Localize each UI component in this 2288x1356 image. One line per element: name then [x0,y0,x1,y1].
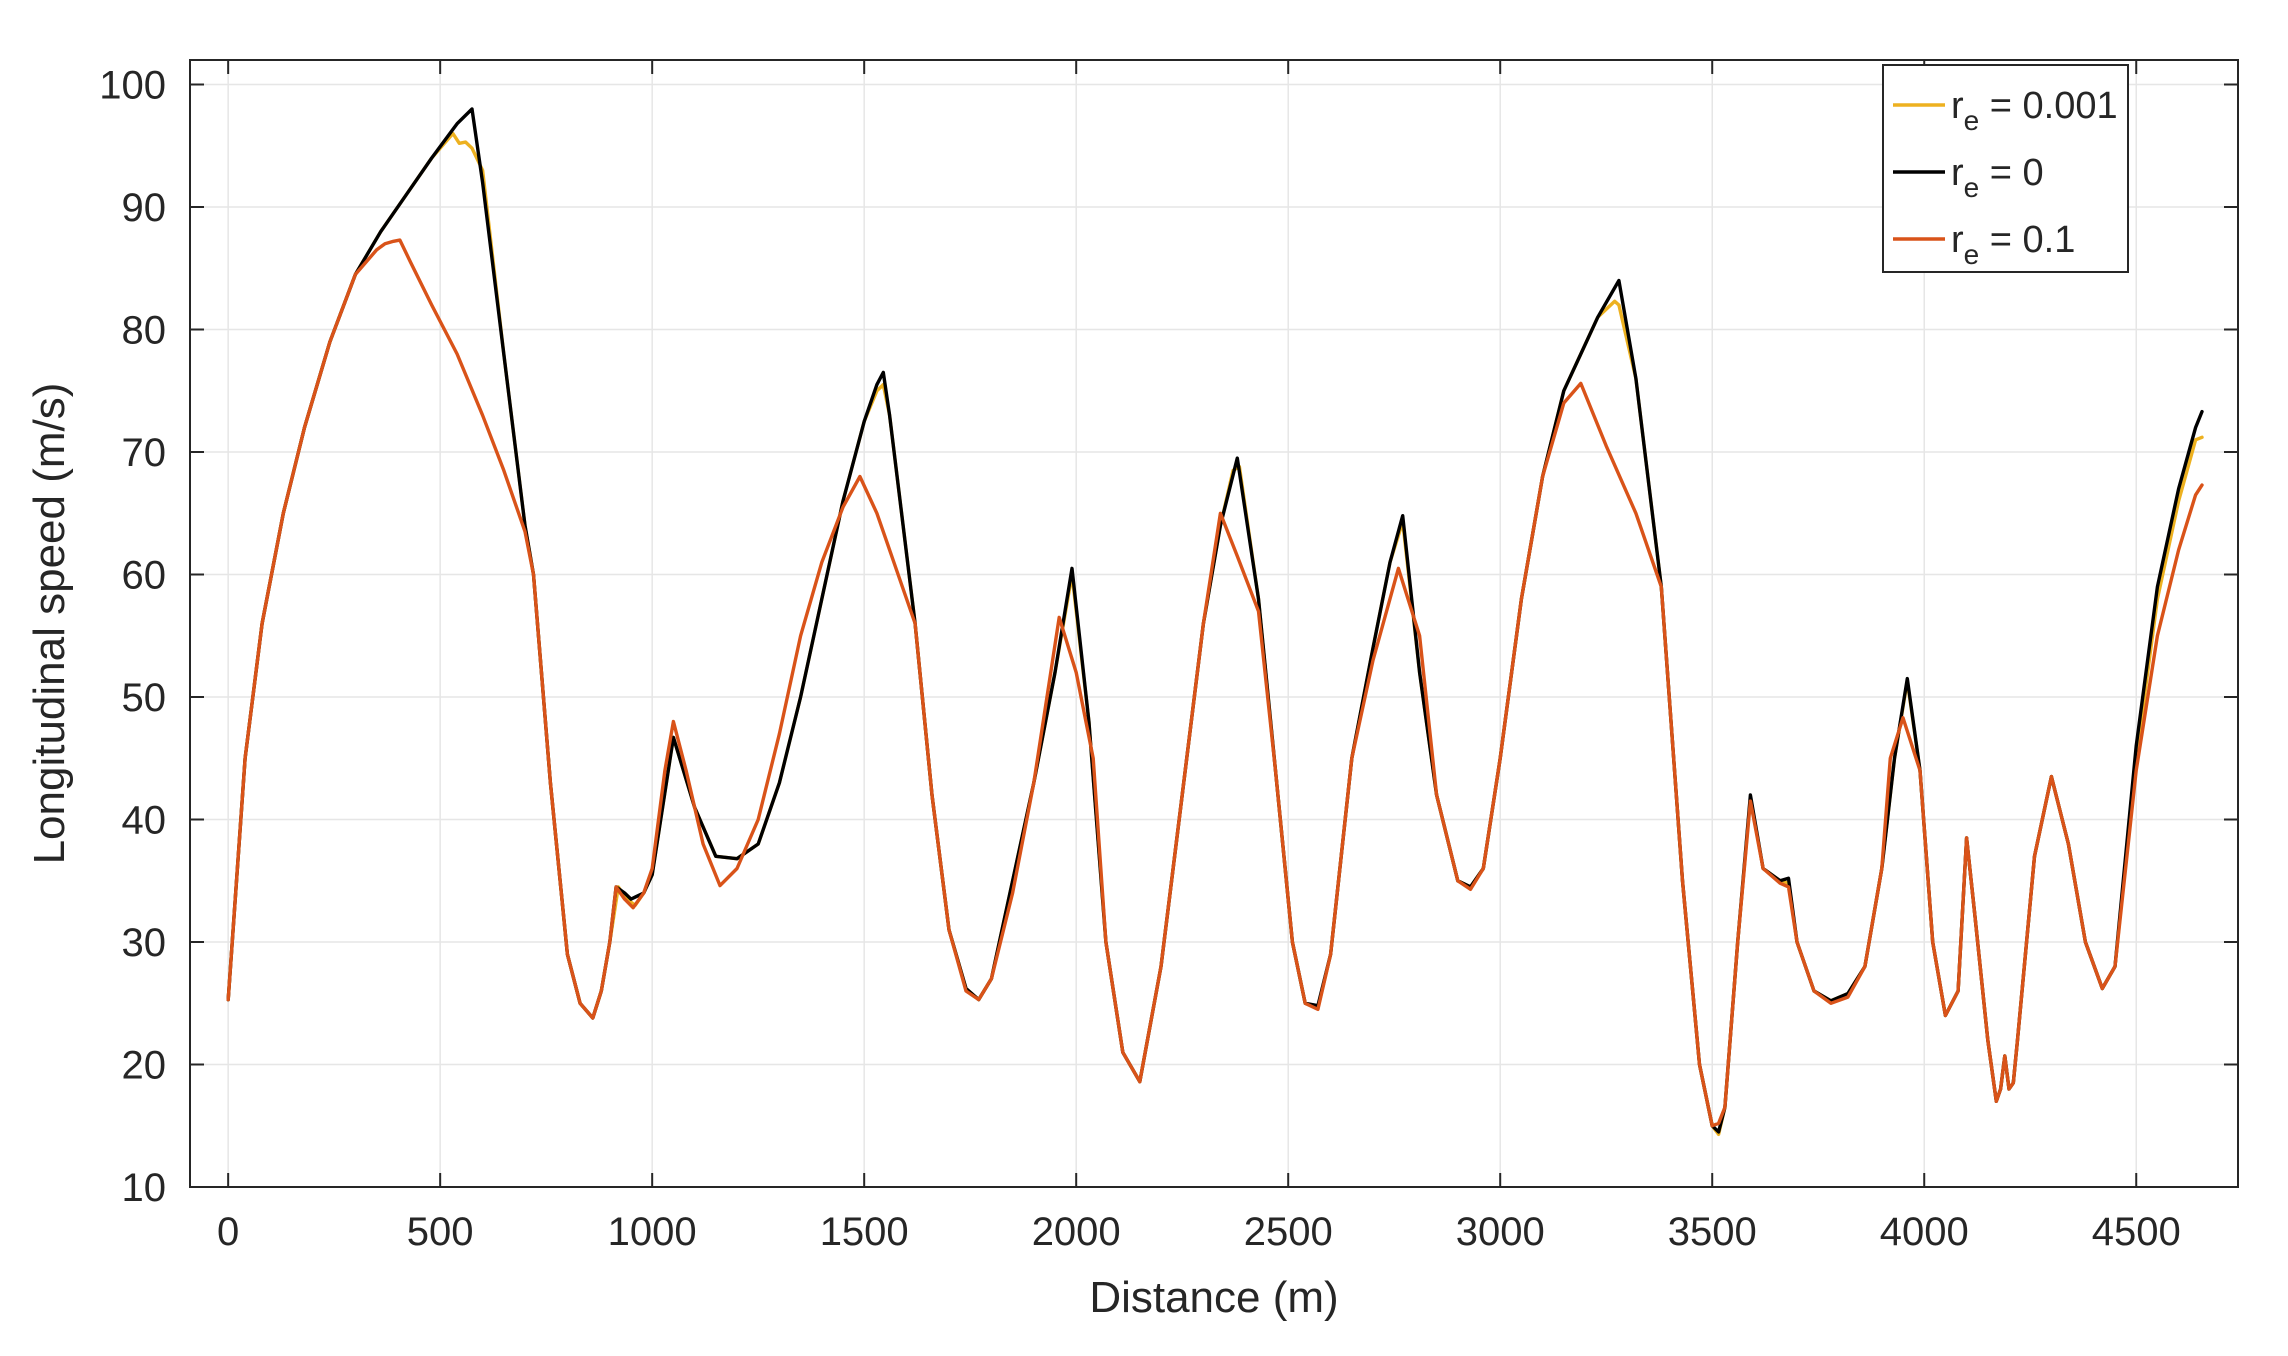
series-layer [226,107,2204,1137]
y-tick-label: 100 [99,64,166,108]
y-tick-label: 60 [122,554,167,598]
y-tick-label: 20 [122,1044,167,1088]
x-tick-label: 4000 [1880,1210,1969,1254]
x-tick-label: 2000 [1032,1210,1121,1254]
x-tick-label: 3500 [1668,1210,1757,1254]
y-tick-label: 40 [122,799,167,843]
y-tick-label: 50 [122,676,167,720]
legend-label: re = 0 [1951,152,2044,203]
x-tick-label: 500 [407,1210,474,1254]
y-tick-label: 80 [122,309,167,353]
y-tick-label: 30 [122,921,167,965]
series-line-0 [226,131,2204,1137]
x-tick-label: 2500 [1244,1210,1333,1254]
x-tick-label: 1500 [820,1210,909,1254]
y-tick-label: 70 [122,431,167,475]
plot-area-frame [189,59,2239,1188]
y-tick-label: 90 [122,186,167,230]
x-tick-label: 0 [217,1210,239,1254]
x-tick-label: 3000 [1456,1210,1545,1254]
y-tick-label: 10 [122,1166,167,1210]
x-tick-label: 1000 [608,1210,697,1254]
x-tick-label: 4500 [2092,1210,2181,1254]
legend-label: re = 0.001 [1951,85,2118,136]
series-line-2 [226,238,2204,1128]
ticks: 0 500 1000 1500 2000 2500 3000 3500 4000 4500 10 20… [99,60,2238,1254]
legend-label: re = 0.1 [1951,219,2075,270]
x-axis-label: Distance (m) [1089,1273,1338,1322]
y-axis-label: Longitudinal speed (m/s) [25,383,74,865]
legend: re = 0.001 re = 0 re = 0.1 [1882,64,2129,273]
